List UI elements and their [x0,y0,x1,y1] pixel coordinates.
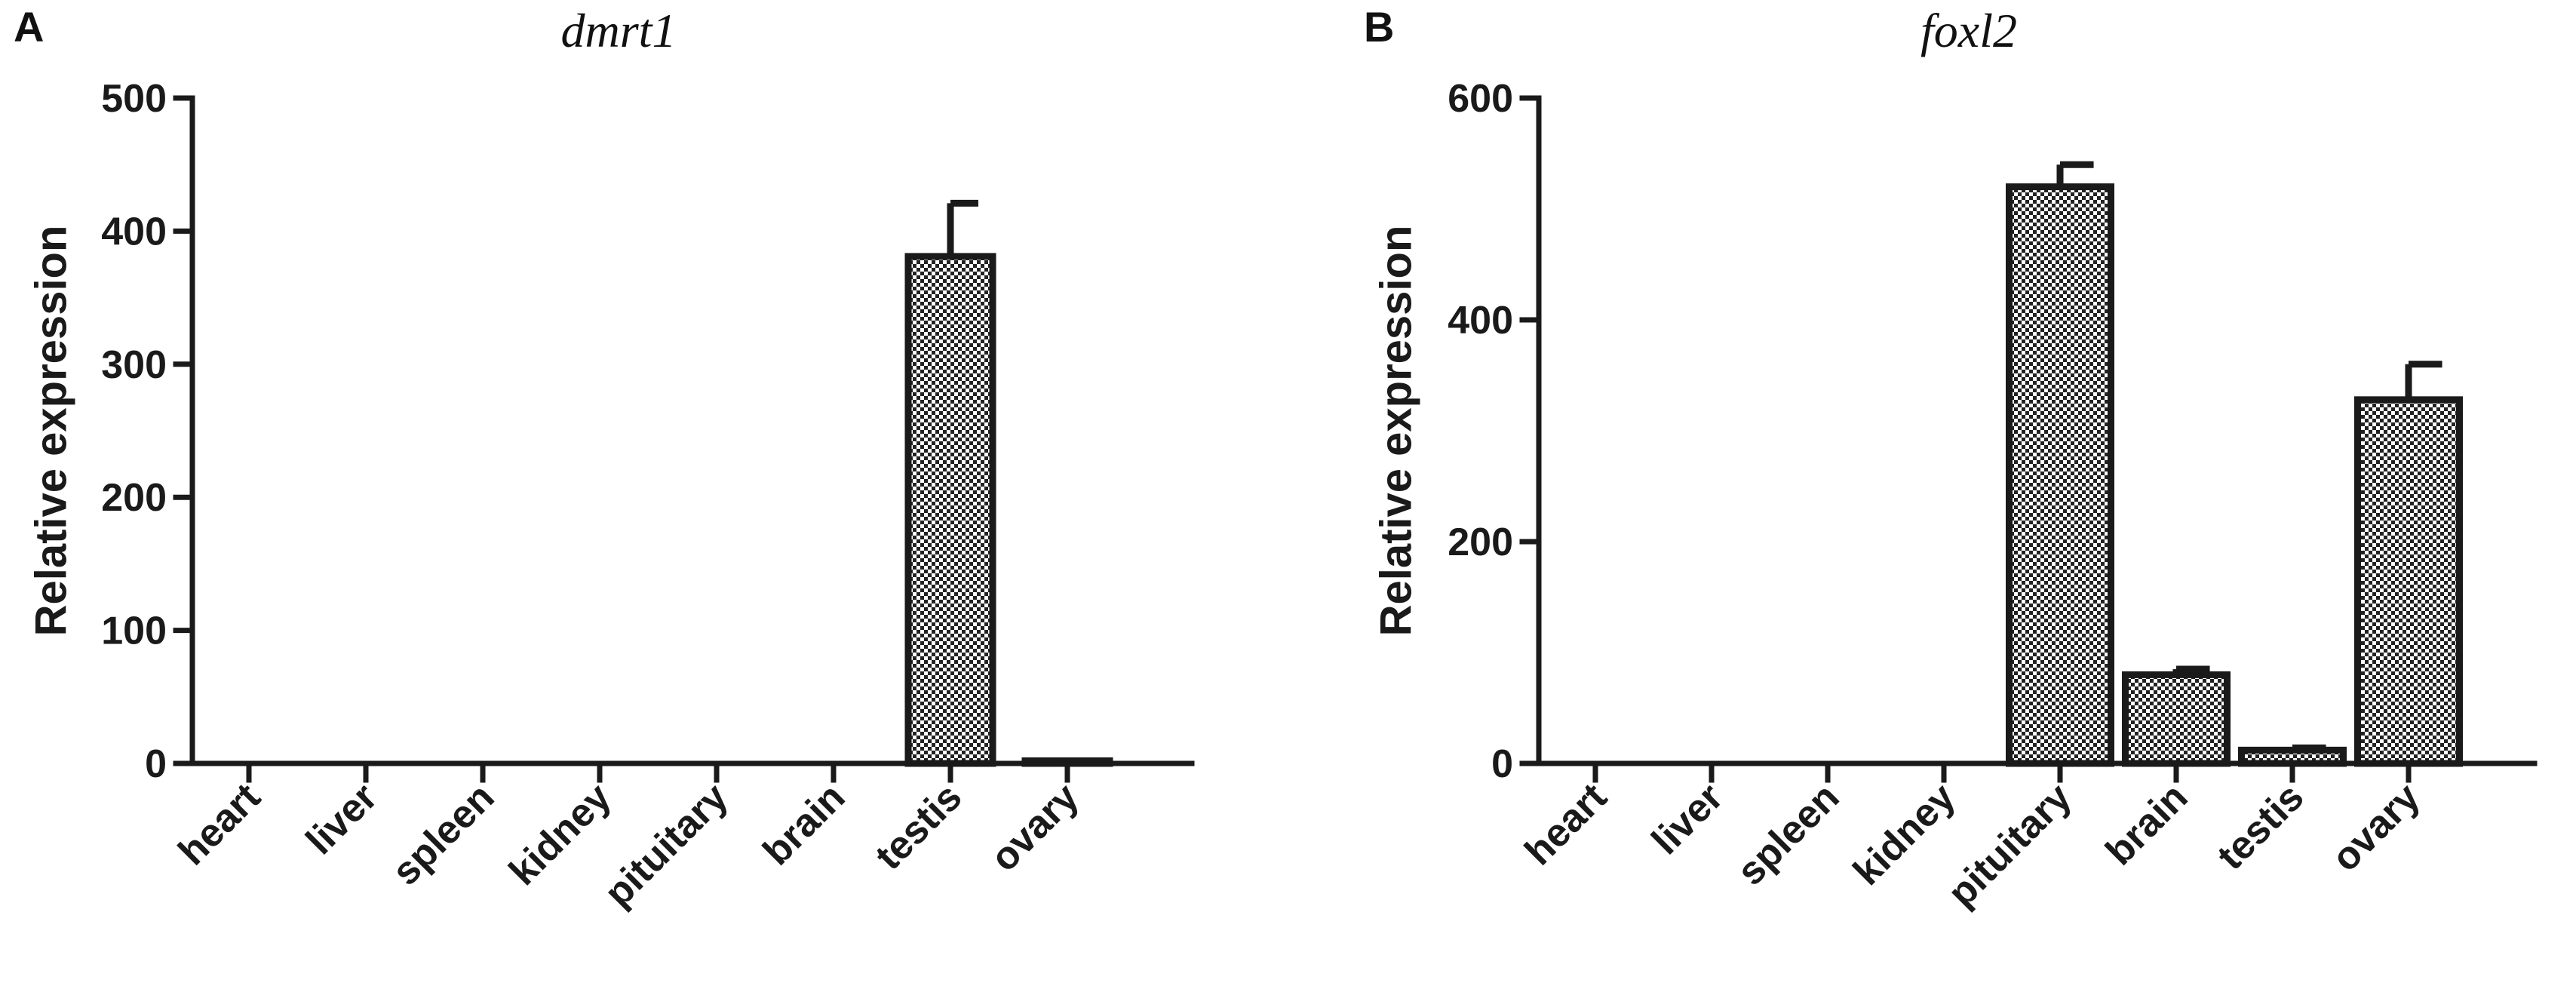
chart-title: dmrt1 [561,4,677,57]
x-tick-label: ovary [982,775,1087,880]
x-tick-label: kidney [1845,775,1964,894]
x-tick-label: heart [170,775,269,874]
y-tick-label: 200 [1448,521,1513,564]
bar [2122,671,2231,767]
x-tick-label: pituitary [1939,775,2080,915]
bar [2238,746,2347,767]
y-tick-label: 500 [101,77,167,121]
x-tick-label: testis [2209,775,2312,878]
chart-title: foxl2 [1920,4,2017,57]
x-tick-label: spleen [1729,775,1847,893]
y-tick-label: 0 [1491,742,1513,786]
bar [904,253,996,767]
y-tick-label: 200 [101,476,167,520]
x-tick-label: pituitary [596,775,736,915]
y-tick-label: 400 [101,210,167,253]
y-axis-label: Relative expression [26,226,75,637]
x-tick-label: testis [867,775,970,878]
x-tick-label: liver [298,775,386,863]
x-tick-label: spleen [384,775,502,893]
x-tick-label: ovary [2323,775,2428,880]
y-tick-label: 600 [1448,77,1513,121]
y-axis-label: Relative expression [1371,226,1420,637]
y-tick-label: 400 [1448,299,1513,342]
y-tick-label: 0 [145,742,167,786]
bar [2006,183,2114,767]
x-tick-label: liver [1644,775,1732,863]
x-tick-label: kidney [501,775,620,894]
y-tick-label: 100 [101,610,167,653]
x-tick-label: heart [1517,775,1616,874]
bar [2354,396,2463,767]
x-tick-label: brain [755,775,854,874]
bar [1021,757,1113,767]
panel-letter: B [1364,3,1394,51]
x-tick-label: brain [2098,775,2197,874]
y-tick-label: 300 [101,343,167,387]
panel-letter: A [14,3,44,51]
